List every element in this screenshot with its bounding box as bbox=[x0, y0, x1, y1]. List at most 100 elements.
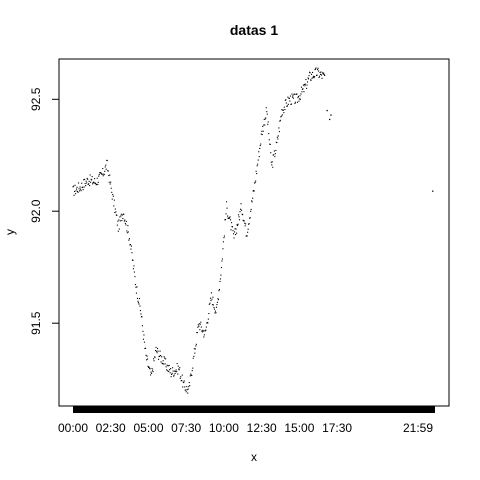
data-point bbox=[330, 114, 332, 116]
data-point bbox=[200, 326, 202, 328]
data-point bbox=[311, 73, 313, 75]
data-point bbox=[85, 180, 87, 182]
data-point bbox=[239, 219, 241, 221]
data-point bbox=[250, 208, 252, 210]
data-point bbox=[159, 350, 161, 352]
data-point bbox=[191, 370, 193, 372]
data-point bbox=[180, 376, 182, 378]
data-point bbox=[87, 178, 89, 180]
data-point bbox=[126, 232, 128, 234]
data-point bbox=[197, 326, 199, 328]
data-point bbox=[244, 222, 246, 224]
data-point bbox=[223, 235, 225, 237]
data-point bbox=[257, 159, 259, 161]
data-point bbox=[289, 95, 291, 97]
data-point bbox=[79, 186, 81, 188]
data-point bbox=[232, 226, 234, 228]
x-tick-label: 12:30 bbox=[247, 421, 277, 435]
data-point bbox=[316, 74, 318, 76]
data-point bbox=[322, 72, 324, 74]
data-point bbox=[297, 95, 299, 97]
data-point bbox=[203, 334, 205, 336]
data-point bbox=[272, 166, 274, 168]
data-point bbox=[240, 203, 242, 205]
data-point bbox=[322, 73, 324, 75]
data-point bbox=[326, 109, 328, 112]
data-point bbox=[121, 220, 123, 222]
data-point bbox=[265, 117, 267, 119]
data-point bbox=[144, 347, 146, 349]
data-point bbox=[279, 120, 281, 122]
data-points bbox=[72, 67, 434, 394]
data-point bbox=[81, 182, 83, 184]
data-point bbox=[194, 352, 196, 354]
data-point bbox=[152, 369, 154, 371]
data-point bbox=[164, 357, 166, 359]
data-point bbox=[143, 334, 145, 336]
data-point bbox=[287, 96, 289, 98]
data-point bbox=[131, 252, 133, 254]
data-point bbox=[214, 312, 216, 314]
data-point bbox=[129, 244, 131, 246]
data-point bbox=[292, 95, 294, 97]
data-point bbox=[238, 214, 240, 216]
data-point bbox=[209, 302, 211, 304]
data-point bbox=[307, 77, 309, 79]
data-point bbox=[148, 366, 150, 368]
data-point bbox=[233, 233, 235, 235]
data-point bbox=[91, 179, 93, 181]
data-point bbox=[244, 225, 246, 227]
data-point bbox=[192, 367, 194, 369]
data-point bbox=[86, 177, 88, 179]
data-point bbox=[168, 364, 170, 366]
data-point bbox=[106, 160, 108, 162]
data-point bbox=[270, 152, 272, 154]
data-point bbox=[251, 201, 253, 203]
data-point bbox=[226, 207, 228, 209]
data-point bbox=[211, 298, 213, 300]
data-point bbox=[179, 367, 181, 369]
data-point bbox=[126, 230, 128, 232]
data-point bbox=[162, 360, 164, 362]
data-point bbox=[305, 79, 307, 81]
data-point bbox=[193, 348, 195, 350]
data-point bbox=[234, 228, 236, 230]
data-point bbox=[132, 259, 134, 261]
data-point bbox=[76, 188, 78, 190]
data-point bbox=[263, 124, 265, 126]
data-point bbox=[110, 187, 112, 189]
data-point bbox=[232, 230, 234, 232]
data-point bbox=[312, 71, 314, 73]
data-point bbox=[86, 182, 88, 184]
data-point bbox=[79, 190, 81, 192]
data-point bbox=[169, 369, 171, 371]
data-point bbox=[158, 358, 160, 360]
data-point bbox=[140, 313, 142, 315]
data-point bbox=[175, 369, 177, 371]
data-point bbox=[200, 321, 202, 323]
data-point bbox=[202, 330, 204, 332]
data-point bbox=[75, 193, 77, 195]
data-point bbox=[238, 216, 240, 218]
data-point bbox=[154, 356, 156, 358]
data-point bbox=[210, 292, 212, 294]
data-point bbox=[189, 375, 191, 377]
data-point bbox=[313, 75, 315, 77]
data-point bbox=[246, 235, 248, 237]
data-point bbox=[315, 68, 317, 70]
data-point bbox=[98, 174, 100, 176]
data-point bbox=[120, 213, 122, 215]
data-point bbox=[210, 300, 212, 302]
data-point bbox=[195, 345, 197, 347]
data-point bbox=[107, 170, 109, 172]
data-point bbox=[145, 347, 147, 349]
data-point bbox=[181, 374, 183, 376]
data-point bbox=[190, 373, 192, 375]
data-point bbox=[125, 220, 127, 222]
data-point bbox=[150, 371, 152, 373]
data-point bbox=[114, 208, 116, 210]
data-point bbox=[196, 332, 198, 334]
data-point bbox=[202, 329, 204, 331]
data-point bbox=[318, 70, 320, 72]
data-point bbox=[260, 133, 262, 135]
